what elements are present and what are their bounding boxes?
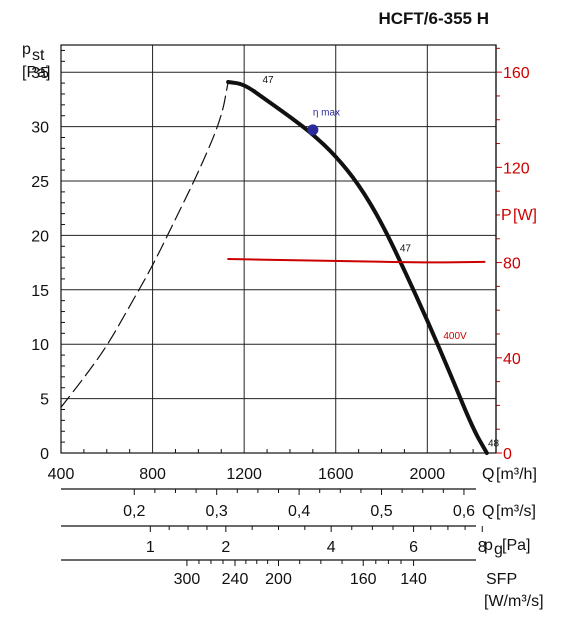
annotation-label: 47 — [400, 244, 412, 255]
chart-title: HCFT/6-355 H — [378, 9, 489, 28]
secondary-tick-label-q_m3s: 0,3 — [206, 503, 228, 520]
series-pressure_curve — [226, 79, 489, 455]
secondary-tick-label-pg: 8 — [478, 539, 487, 556]
left-axis-label: p — [22, 41, 31, 58]
annotation-label: η max — [313, 108, 340, 119]
right-tick-label: 120 — [503, 160, 530, 177]
q-m3s-axis-unit: [m³/s] — [496, 503, 536, 520]
right-axis-label: P — [501, 207, 512, 224]
secondary-tick-label-q_m3s: 0,6 — [453, 503, 475, 520]
x-tick-label: 400 — [48, 466, 75, 483]
annotation-label: 48 — [488, 438, 500, 449]
secondary-tick-label-pg: 2 — [221, 539, 230, 556]
x-axis-label: Q — [482, 466, 494, 483]
left-tick-label: 5 — [40, 392, 49, 409]
right-tick-label: 40 — [503, 351, 521, 368]
right-tick-label: 160 — [503, 65, 530, 82]
annotation-label: 47 — [262, 75, 274, 86]
secondary-tick-label-sfp: 200 — [265, 571, 292, 588]
left-tick-label: 30 — [31, 120, 49, 137]
secondary-tick-label-pg: 4 — [327, 539, 336, 556]
marker-eta-max — [307, 124, 319, 136]
x-tick-label: 1600 — [318, 466, 354, 483]
left-tick-label: 10 — [31, 337, 49, 354]
secondary-tick-label-sfp: 140 — [400, 571, 427, 588]
x-axis-unit: [m³/h] — [496, 466, 537, 483]
sfp-axis-label: SFP — [486, 571, 517, 588]
left-tick-label: 0 — [40, 446, 49, 463]
annotation-label: 400V — [443, 331, 467, 342]
secondary-tick-label-q_m3s: 0,4 — [288, 503, 310, 520]
right-axis-unit: [W] — [513, 207, 537, 224]
series-pressure_unstable — [60, 81, 229, 408]
pg-axis-unit: [Pa] — [502, 537, 530, 554]
series-layer — [60, 79, 489, 455]
x-tick-label: 800 — [139, 466, 166, 483]
x-tick-label: 2000 — [410, 466, 446, 483]
series-power_400v — [227, 257, 486, 264]
right-tick-label: 0 — [503, 446, 512, 463]
left-axis-unit: [Pa] — [22, 64, 50, 81]
secondary-tick-label-q_m3s: 0,5 — [370, 503, 392, 520]
secondary-tick-label-pg: 6 — [409, 539, 418, 556]
x-tick-label: 1200 — [226, 466, 262, 483]
left-tick-label: 20 — [31, 228, 49, 245]
secondary-tick-label-sfp: 240 — [222, 571, 249, 588]
secondary-tick-label-q_m3s: 0,2 — [123, 503, 145, 520]
sfp-axis-unit: [W/m³/s] — [484, 593, 544, 610]
pg-axis-label: p — [484, 537, 493, 554]
pg-axis-label-sub: g — [494, 541, 503, 558]
secondary-tick-label-sfp: 160 — [350, 571, 377, 588]
left-tick-label: 15 — [31, 283, 49, 300]
left-axis-label-sub: st — [32, 47, 45, 64]
axes-layer — [60, 44, 502, 566]
left-tick-label: 25 — [31, 174, 49, 191]
left-tick-label: 35 — [31, 65, 49, 82]
right-tick-label: 80 — [503, 256, 521, 273]
secondary-tick-label-sfp: 300 — [174, 571, 201, 588]
q-m3s-axis-label: Q — [482, 503, 494, 520]
secondary-tick-label-pg: 1 — [146, 539, 155, 556]
